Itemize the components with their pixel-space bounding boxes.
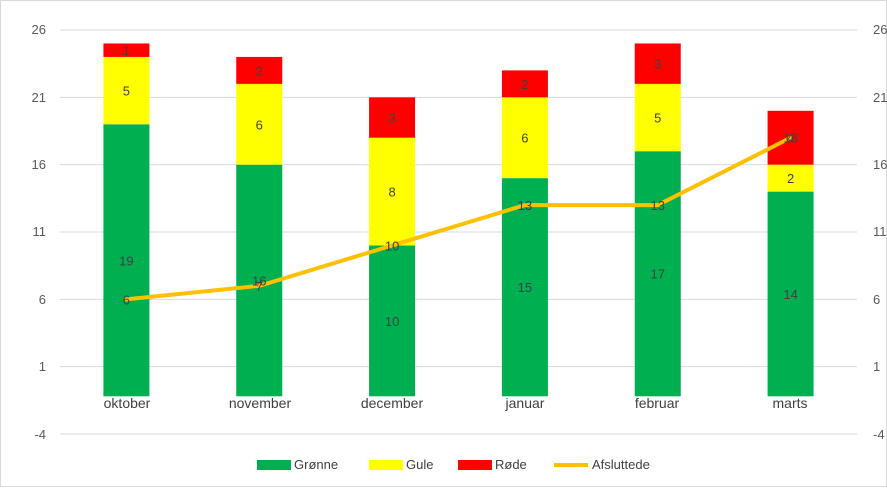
data-label-rode: 2	[256, 63, 263, 78]
legend-label-gronne: Grønne	[294, 457, 338, 472]
legend-label-rode: Røde	[495, 457, 527, 472]
bar-series	[103, 43, 814, 397]
bar-gronne-oktober	[103, 124, 150, 397]
x-category-label: marts	[773, 395, 808, 411]
y-tick-label: -4	[34, 427, 46, 442]
data-label-rode: 1	[123, 43, 130, 58]
bar-gule-november	[236, 83, 283, 165]
data-label-gule: 6	[256, 117, 263, 132]
x-category-label: december	[361, 395, 424, 411]
y-axis-left: 26 21 16 11 6 1 -4	[32, 22, 46, 442]
data-label-afsluttede: 7	[256, 279, 263, 294]
bar-gule-december	[369, 137, 416, 246]
data-label-gronne: 19	[119, 253, 133, 268]
data-label-afsluttede: 13	[518, 198, 532, 213]
data-label-gule: 5	[123, 84, 130, 99]
x-category-label: november	[229, 395, 292, 411]
data-label-rode: 4	[787, 131, 794, 146]
legend-swatch-gule	[369, 460, 403, 470]
y-tick-label: 21	[32, 90, 46, 105]
legend-swatch-rode	[458, 460, 492, 470]
legend-swatch-gronne	[257, 460, 291, 470]
gridlines	[60, 29, 857, 435]
y2-tick-label: 26	[873, 22, 887, 37]
data-label-gronne: 16	[252, 273, 266, 288]
data-label-gule: 5	[654, 111, 661, 126]
bar-gronne-januar	[501, 178, 548, 397]
y-axis-right: 26 21 16 11 6 1 -4	[873, 22, 887, 442]
bar-gule-marts	[767, 164, 814, 192]
legend-label-gule: Gule	[406, 457, 433, 472]
bar-gronne-december	[369, 245, 416, 397]
data-labels: 19 5 1 16 6 2 10 8 3 15 6 2 17 5 3 14 2 4 6 7 10 13 13 18	[119, 43, 798, 329]
legend-label-afsluttede: Afsluttede	[592, 457, 650, 472]
y2-tick-label: 21	[873, 90, 887, 105]
bar-rode-februar	[634, 43, 681, 84]
bar-rode-november	[236, 56, 283, 84]
y-tick-label: 16	[32, 157, 46, 172]
y2-tick-label: 16	[873, 157, 887, 172]
x-category-label: februar	[635, 395, 680, 411]
x-axis: oktober november december januar februar…	[104, 395, 808, 411]
data-label-rode: 2	[521, 77, 528, 92]
bar-gule-februar	[634, 83, 681, 152]
y-tick-label: 1	[39, 359, 46, 374]
data-label-afsluttede: 13	[651, 198, 665, 213]
y-tick-label: 6	[39, 292, 46, 307]
data-label-rode: 3	[654, 57, 661, 72]
bar-rode-oktober	[103, 43, 150, 57]
x-category-label: januar	[505, 395, 545, 411]
bar-gule-oktober	[103, 56, 150, 125]
bar-gronne-marts	[767, 191, 814, 397]
bar-rode-december	[369, 97, 416, 138]
bar-gule-januar	[501, 97, 548, 179]
data-label-gronne: 10	[385, 314, 399, 329]
data-label-gule: 8	[388, 185, 395, 200]
data-label-gule: 2	[787, 171, 794, 186]
y2-tick-label: 1	[873, 359, 880, 374]
data-label-gronne: 15	[518, 280, 532, 295]
y-tick-label: 26	[32, 22, 46, 37]
data-label-gronne: 14	[783, 287, 797, 302]
afsluttede-line	[124, 135, 793, 302]
y2-tick-label: 6	[873, 292, 880, 307]
x-category-label: oktober	[104, 395, 151, 411]
y-tick-label: 11	[33, 224, 47, 239]
data-label-afsluttede: 18	[783, 131, 797, 146]
data-label-gronne: 17	[651, 267, 665, 282]
bar-rode-januar	[501, 70, 548, 98]
data-label-gule: 6	[521, 131, 528, 146]
data-label-afsluttede: 10	[385, 238, 399, 253]
data-label-rode: 3	[388, 111, 395, 126]
legend: Grønne Gule Røde Afsluttede	[257, 457, 650, 472]
y2-tick-label: -4	[873, 427, 885, 442]
data-label-afsluttede: 6	[123, 292, 130, 307]
y2-tick-label: 11	[873, 224, 887, 239]
bar-gronne-februar	[634, 151, 681, 397]
